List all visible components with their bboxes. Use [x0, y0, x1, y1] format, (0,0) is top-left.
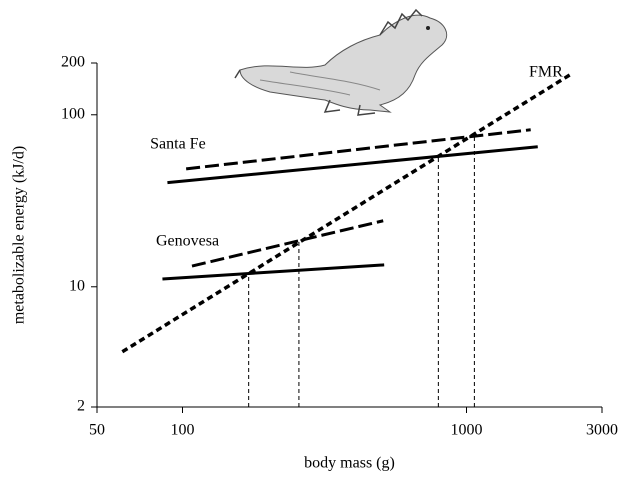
fmr-label: FMR	[529, 64, 563, 81]
y-tick-label: 200	[61, 54, 85, 71]
iguana-illustration	[234, 8, 448, 116]
y-tick-label: 10	[69, 277, 85, 294]
solid-line	[167, 145, 538, 185]
x-tick-label: 3000	[586, 422, 618, 439]
x-axis-label: body mass (g)	[304, 455, 395, 472]
x-tick-label: 50	[89, 422, 105, 439]
fmr-line	[121, 71, 574, 354]
y-axis-label: metabolizable energy (kJ/d)	[11, 146, 28, 324]
y-tick-label: 2	[77, 398, 85, 415]
x-tick-label: 100	[170, 422, 194, 439]
x-tick-label: 1000	[450, 422, 482, 439]
island-label: Santa Fe	[150, 136, 206, 153]
y-tick-label: 100	[61, 105, 85, 122]
dashed-line	[191, 219, 384, 268]
solid-line	[162, 263, 385, 281]
island-label: Genovesa	[156, 233, 219, 250]
